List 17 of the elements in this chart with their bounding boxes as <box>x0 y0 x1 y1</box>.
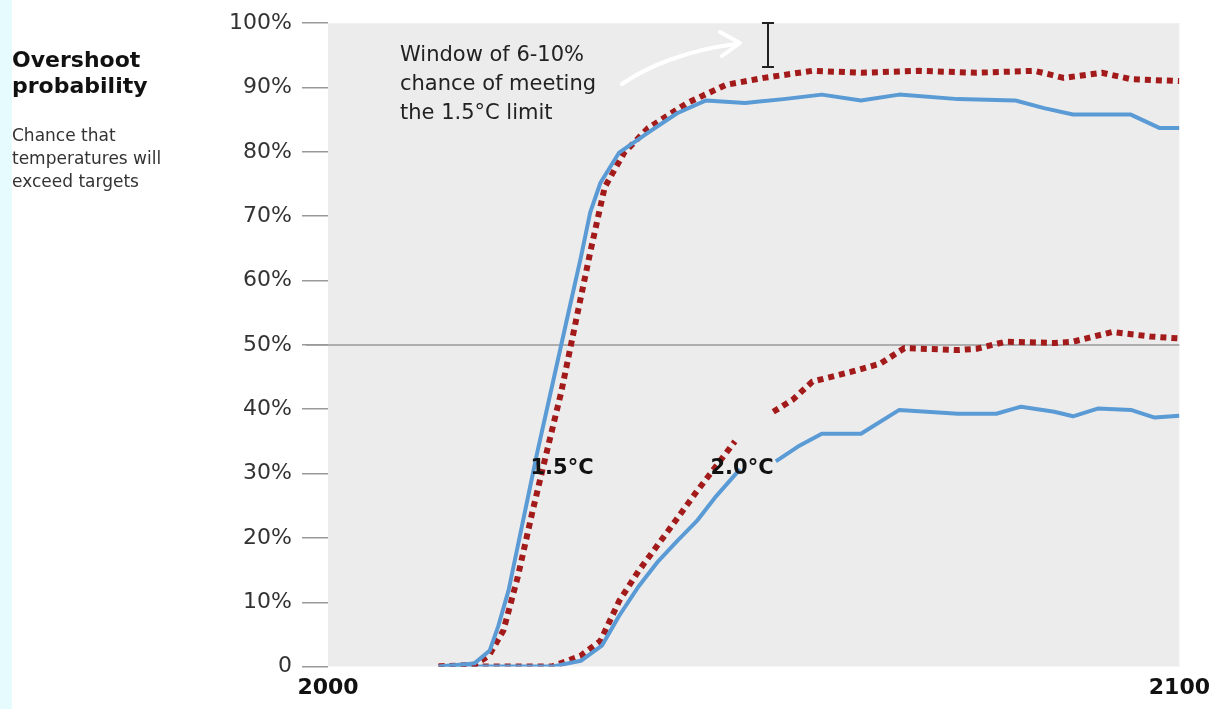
y-tick-label: 20% <box>243 523 292 549</box>
annotation: 2.0°C <box>710 455 774 479</box>
y-tick-label: 70% <box>243 201 292 227</box>
y-tick-label: 90% <box>243 73 292 99</box>
annotation: Window of 6-10% chance of meeting the 1.5°C limit <box>400 41 598 126</box>
y-tick-label: 60% <box>243 266 292 292</box>
y-tick-label: 50% <box>243 330 292 356</box>
y-tick-label: 100% <box>229 8 292 34</box>
text: Chance that temperatures will exceed targets <box>12 124 163 193</box>
y-tick-label: 30% <box>243 459 292 485</box>
x-tick-label: 2100 <box>1148 673 1210 699</box>
y-tick-label: 40% <box>243 394 292 420</box>
x-tick-label: 2000 <box>297 673 359 699</box>
text: Overshoot probability <box>12 47 149 99</box>
y-tick-label: 10% <box>243 587 292 613</box>
y-tick-label: 0 <box>278 652 292 678</box>
y-tick-label: 80% <box>243 137 292 163</box>
